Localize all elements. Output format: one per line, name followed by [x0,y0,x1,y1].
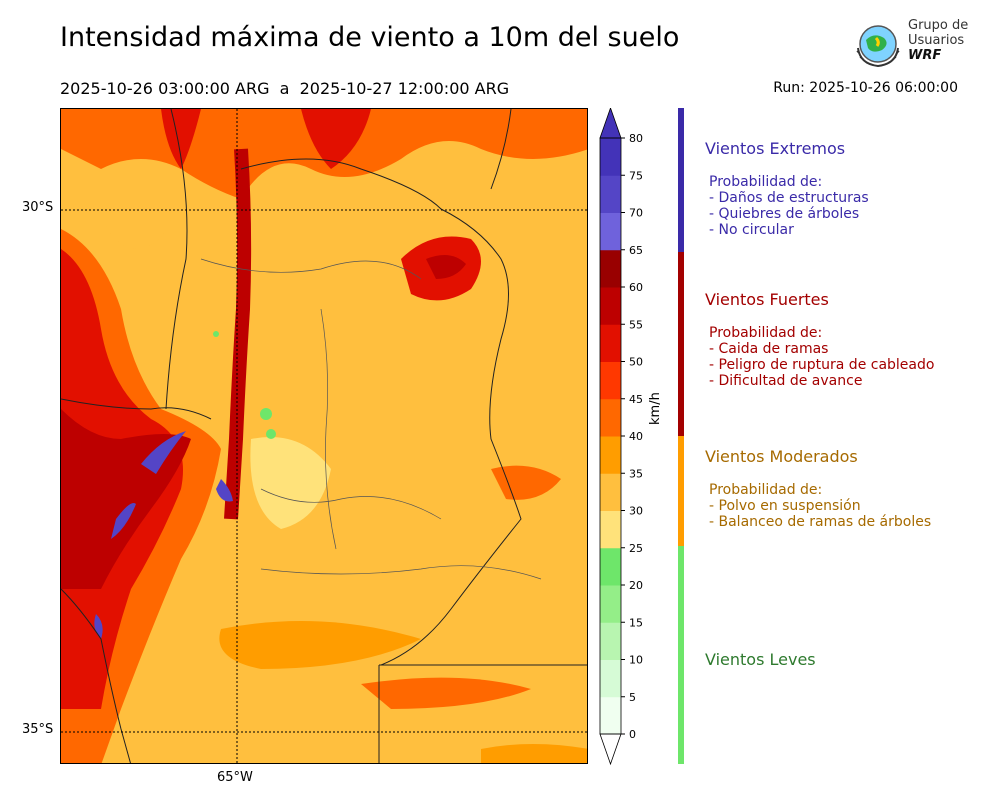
colorbar-extend-top [599,108,622,139]
colorbar-tick-label: 60 [629,281,643,294]
colorbar-segment [600,324,621,362]
colorbar-scale: 0 5 10 15 20 25 30 35 40 45 50 55 60 65 70 75 80 [599,108,643,766]
category-line: Probabilidad de: [709,174,823,190]
run-time: Run: 2025-10-26 06:00:00 [773,80,958,96]
colorbar-tick-label: 10 [629,654,643,667]
legend-bar-leves [678,546,684,764]
colorbar-tick-label: 0 [629,728,636,741]
lon-label-65w: 65°W [217,770,253,785]
colorbar-segment [600,138,621,176]
colorbar-tick-label: 25 [629,542,643,555]
colorbar-tick-label: 45 [629,393,643,406]
category-line: Probabilidad de: [709,482,823,498]
category-line: Probabilidad de: [709,325,823,341]
colorbar-segment [600,361,621,400]
legend-bar-extremos [678,108,684,252]
category-line: - Quiebres de árboles [709,206,860,222]
colorbar-tick-label: 15 [629,616,643,629]
colorbar-tick-label: 55 [629,318,643,331]
colorbar-extend-bottom [599,733,622,766]
colorbar-segment [600,287,621,325]
category-title: Vientos Moderados [705,447,858,466]
logo-line-3: WRF [908,48,942,63]
category-line: - Caida de ramas [709,341,829,357]
colorbar-segment [600,547,621,586]
legend-bar-moderados [678,436,684,546]
colorbar-tick-label: 75 [629,169,643,182]
colorbar-segment [600,212,621,251]
category-line: - Polvo en suspensión [709,498,861,514]
lat-label-35s: 35°S [22,722,54,737]
category-line: - No circular [709,222,794,238]
colorbar-segment [600,622,621,660]
colorbar-tick-label: 40 [629,430,643,443]
wind-map [60,108,588,764]
colorbar-segment [600,175,621,213]
category-line: - Daños de estructuras [709,190,869,206]
colorbar-tick-label: 70 [629,207,643,220]
colorbar-tick-label: 5 [629,691,636,704]
category-leves: Vientos Leves [705,650,816,685]
colorbar-tick-label: 20 [629,579,643,592]
wrf-logo: Grupo de Usuarios WRF [850,18,970,74]
category-line: - Peligro de ruptura de cableado [709,357,935,373]
category-line: - Balanceo de ramas de árboles [709,514,932,530]
map-title: Intensidad máxima de viento a 10m del su… [60,22,680,53]
colorbar-segment [600,398,621,437]
category-moderados: Vientos Moderados Probabilidad de: - Pol… [705,447,931,530]
colorbar-segment [600,436,621,474]
colorbar-segment [600,473,621,511]
category-extremos: Vientos Extremos Probabilidad de: - Daño… [705,139,869,238]
colorbar-unit: km/h [648,392,663,425]
colorbar-tick-label: 50 [629,356,643,369]
category-title: Vientos Leves [705,650,816,669]
globe-icon [856,25,900,68]
category-line: - Dificultad de avance [709,373,863,389]
valid-period: 2025-10-26 03:00:00 ARG a 2025-10-27 12:… [60,79,510,98]
colorbar-tick-label: 30 [629,505,643,518]
lat-label-30s: 30°S [22,200,54,215]
category-title: Vientos Fuertes [705,290,829,309]
colorbar-segment [600,659,621,698]
colorbar-segment [600,249,621,288]
colorbar-tick-label: 65 [629,244,643,257]
colorbar-tick-label: 35 [629,467,643,480]
colorbar-tick-label: 80 [629,132,643,145]
colorbar: 0 5 10 15 20 25 30 35 40 45 50 55 60 65 70 75 80 [598,108,688,768]
legend-bar-fuertes [678,252,684,436]
colorbar-segment [600,510,621,549]
colorbar-segment [600,696,621,735]
category-title: Vientos Extremos [705,139,846,158]
logo-line-1: Grupo de [908,18,969,33]
logo-line-2: Usuarios [908,33,965,48]
colorbar-segment [600,585,621,623]
category-fuertes: Vientos Fuertes Probabilidad de: - Caida… [705,290,934,389]
